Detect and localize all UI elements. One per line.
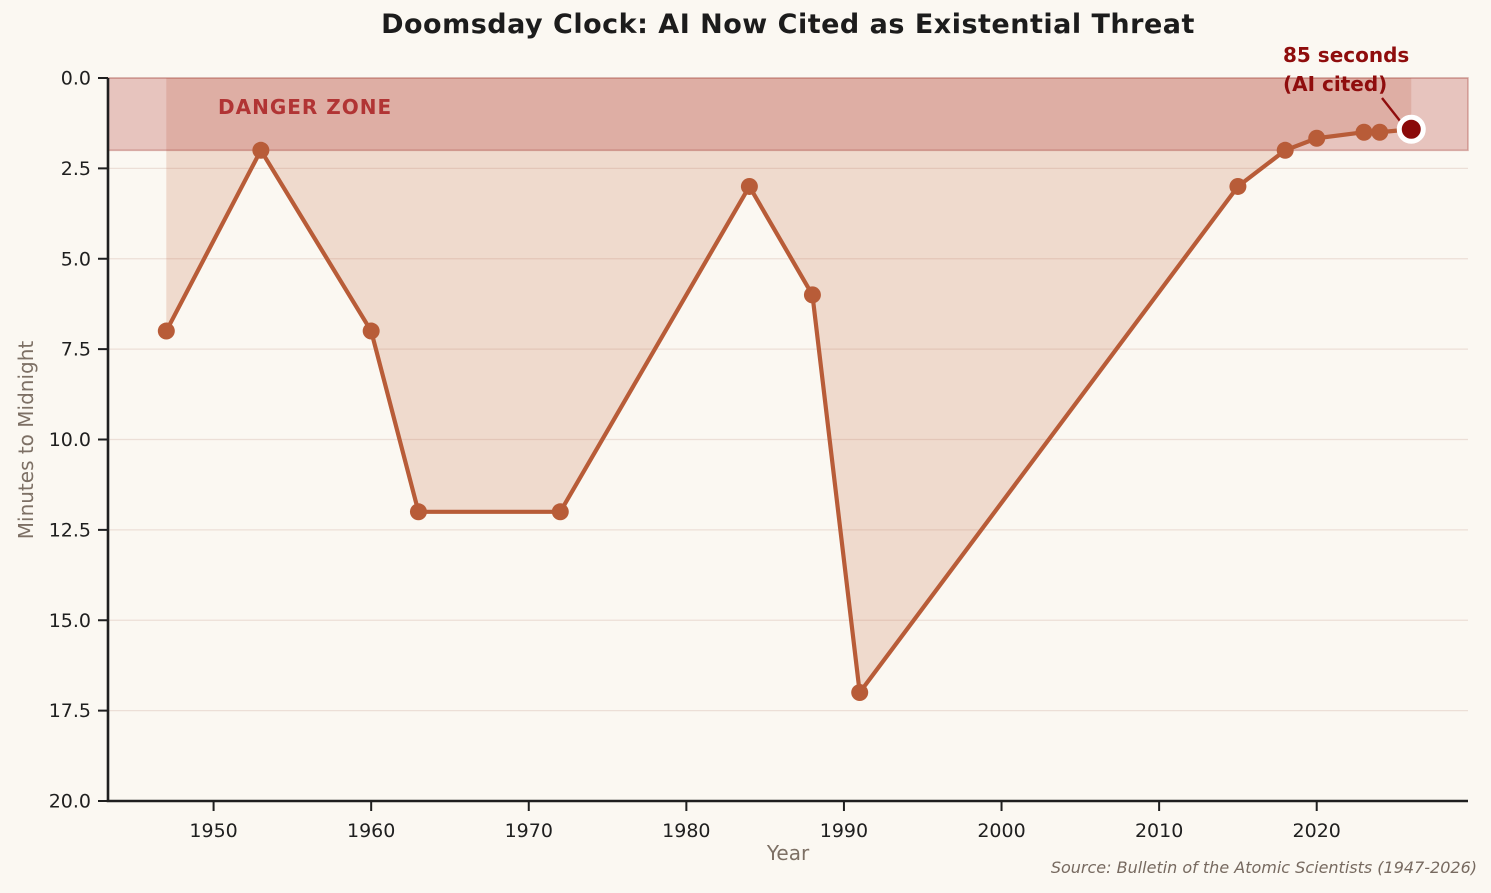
data-point-marker bbox=[1229, 177, 1247, 195]
y-tick-label: 2.5 bbox=[61, 158, 91, 180]
danger-zone-label: DANGER ZONE bbox=[218, 95, 393, 119]
y-tick-label: 0.0 bbox=[61, 68, 91, 90]
data-point-marker bbox=[1276, 141, 1294, 159]
annotation-leader-line bbox=[1381, 97, 1402, 122]
annotation-line-2: (AI cited) bbox=[1283, 72, 1388, 96]
data-point-marker bbox=[551, 503, 569, 521]
x-tick-label: 2000 bbox=[977, 820, 1025, 842]
x-tick-label: 1960 bbox=[347, 820, 395, 842]
x-tick-label: 1990 bbox=[820, 820, 868, 842]
x-tick-label: 1950 bbox=[189, 820, 237, 842]
y-tick-label: 15.0 bbox=[49, 610, 91, 632]
data-point-marker bbox=[1308, 129, 1326, 147]
data-point-marker bbox=[252, 141, 270, 159]
source-credit: Source: Bulletin of the Atomic Scientist… bbox=[1050, 858, 1477, 877]
x-tick-label: 2010 bbox=[1135, 820, 1183, 842]
data-point-marker bbox=[1355, 123, 1373, 141]
data-point-marker bbox=[740, 177, 758, 195]
danger-zone-band bbox=[107, 77, 1469, 152]
x-tick-label: 1970 bbox=[505, 820, 553, 842]
area-fill bbox=[166, 78, 1412, 693]
chart-title: Doomsday Clock: AI Now Cited as Existent… bbox=[381, 9, 1195, 40]
highlight-annotation: 85 seconds (AI cited) bbox=[1283, 41, 1409, 99]
y-axis-label: Minutes to Midnight bbox=[14, 340, 38, 540]
y-tick-label: 17.5 bbox=[49, 700, 91, 722]
data-point-marker bbox=[851, 684, 869, 702]
y-tick-label: 12.5 bbox=[49, 519, 91, 541]
data-point-marker bbox=[803, 286, 821, 304]
data-point-marker bbox=[409, 503, 427, 521]
data-point-marker bbox=[362, 322, 380, 340]
y-tick-label: 10.0 bbox=[49, 429, 91, 451]
x-tick-label: 1980 bbox=[662, 820, 710, 842]
y-tick-label: 20.0 bbox=[49, 791, 91, 813]
data-point-marker bbox=[157, 322, 175, 340]
y-tick-label: 5.0 bbox=[61, 248, 91, 270]
data-point-marker bbox=[1371, 123, 1389, 141]
x-tick-label: 2020 bbox=[1293, 820, 1341, 842]
y-tick-label: 7.5 bbox=[61, 339, 91, 361]
annotation-line-1: 85 seconds bbox=[1283, 43, 1410, 67]
x-axis-label: Year bbox=[766, 841, 810, 865]
highlight-point-marker bbox=[1396, 114, 1426, 144]
